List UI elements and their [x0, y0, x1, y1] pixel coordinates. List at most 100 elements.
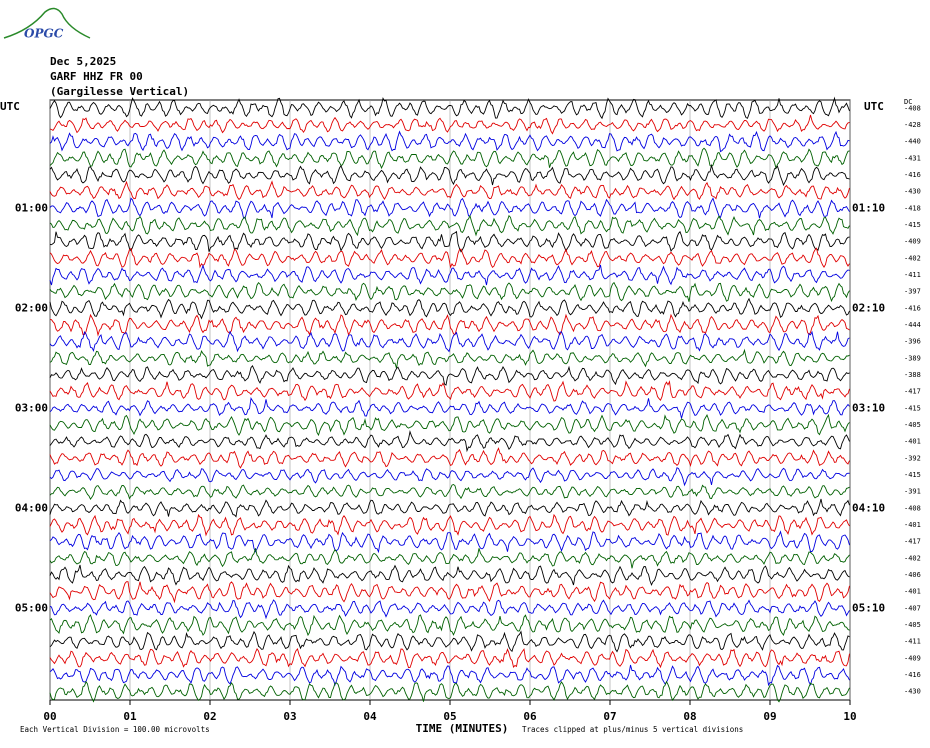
trace-waveform: [49, 96, 850, 120]
trace-waveform: [49, 313, 850, 337]
dc-offset: -411: [904, 271, 921, 279]
dc-offset: -416: [904, 304, 921, 312]
dc-offset: -415: [904, 471, 921, 479]
trace-waveform: [49, 530, 850, 554]
dc-offset: -409: [904, 654, 921, 662]
dc-offset: -408: [904, 104, 921, 112]
trace-waveform: [49, 330, 850, 353]
left-time-label: 05:00: [15, 601, 48, 614]
dc-offset: -416: [904, 671, 921, 679]
trace-waveform: [49, 297, 850, 320]
x-tick-label: 06: [523, 710, 537, 723]
right-time-label: 03:10: [852, 401, 885, 414]
dc-offset: -405: [904, 621, 921, 629]
logo-text: OPGC: [24, 27, 64, 41]
dc-offset: -417: [904, 388, 921, 396]
trace-waveform: [49, 281, 850, 303]
dc-offset: -397: [904, 288, 921, 296]
logo: OPGC: [3, 7, 91, 41]
trace-waveform: [49, 467, 850, 487]
dc-offset: -409: [904, 238, 921, 246]
dc-offset: -411: [904, 638, 921, 646]
x-tick-label: 07: [603, 710, 616, 723]
x-tick-label: 04: [363, 710, 377, 723]
trace-waveform: [49, 230, 850, 253]
left-time-label: 01:00: [15, 201, 48, 214]
right-time-label: 04:10: [852, 501, 885, 514]
trace-waveform: [49, 247, 850, 269]
dc-offset: -444: [904, 321, 921, 329]
right-time-label: 01:10: [852, 201, 885, 214]
dc-offset: -407: [904, 604, 921, 612]
dc-offset: -428: [904, 121, 921, 129]
trace-waveform: [49, 114, 850, 135]
right-time-label: 02:10: [852, 301, 885, 314]
left-time-label: 03:00: [15, 401, 48, 414]
dc-offset: -406: [904, 571, 921, 579]
left-title: UTC: [0, 100, 20, 113]
trace-waveform: [49, 147, 850, 170]
trace-waveform: [49, 483, 850, 500]
trace-waveform: [49, 130, 850, 153]
dc-offset: -388: [904, 371, 921, 379]
dc-offset: -415: [904, 404, 921, 412]
trace-waveform: [49, 180, 850, 201]
station: GARF HHZ FR 00: [50, 70, 143, 83]
trace-waveform: [49, 380, 850, 402]
division-note: Each Vertical Division = 100.00 microvol…: [20, 725, 210, 734]
trace-waveform: [49, 413, 850, 437]
trace-waveform: [49, 364, 850, 386]
trace-waveform: [49, 163, 850, 187]
x-tick-label: 03: [283, 710, 296, 723]
dc-offset: -405: [904, 421, 921, 429]
dc-offset: -430: [904, 188, 921, 196]
dc-offset: -430: [904, 688, 921, 696]
dc-offset: -391: [904, 488, 921, 496]
left-time-label: 04:00: [15, 501, 48, 514]
left-time-label: 02:00: [15, 301, 48, 314]
dc-offset: -392: [904, 454, 921, 462]
x-tick-label: 09: [763, 710, 776, 723]
trace-waveform: [49, 397, 850, 419]
dc-offset: -401: [904, 438, 921, 446]
trace-waveform: [49, 599, 850, 620]
trace-waveform: [49, 630, 850, 653]
dc-offset: -408: [904, 504, 921, 512]
x-tick-label: 10: [843, 710, 856, 723]
date: Dec 5,2025: [50, 55, 116, 68]
dc-offset: -401: [904, 588, 921, 596]
trace-waveform: [49, 647, 850, 669]
trace-waveform: [49, 513, 850, 537]
trace-waveform: [49, 664, 850, 687]
trace-waveform: [49, 348, 850, 369]
dc-offset: -417: [904, 538, 921, 546]
trace-waveform: [49, 447, 850, 469]
trace-waveform: [49, 430, 850, 453]
right-time-label: 05:10: [852, 601, 885, 614]
trace-waveform: [49, 680, 850, 703]
x-tick-label: 05: [443, 710, 456, 723]
x-tick-label: 02: [203, 710, 216, 723]
x-tick-label: 08: [683, 710, 696, 723]
location: (Gargilesse Vertical): [50, 85, 189, 98]
dc-offset: -396: [904, 338, 921, 346]
dc-offset: -431: [904, 154, 921, 162]
dc-offset: -401: [904, 521, 921, 529]
dc-offset: -416: [904, 171, 921, 179]
trace-waveform: [49, 197, 850, 219]
dc-offset: -415: [904, 221, 921, 229]
trace-waveform: [49, 614, 850, 637]
dc-offset: -440: [904, 138, 921, 146]
clipping-note: Traces clipped at plus/minus 5 vertical …: [522, 725, 743, 734]
trace-waveform: [49, 498, 850, 518]
trace-waveform: [49, 581, 850, 604]
x-axis-title: TIME (MINUTES): [416, 722, 509, 735]
trace-waveform: [49, 214, 850, 237]
x-tick-label: 01: [123, 710, 137, 723]
offset-title: DC: [904, 98, 912, 106]
right-title: UTC: [864, 100, 884, 113]
trace-waveform: [49, 264, 850, 286]
trace-waveform: [49, 548, 850, 569]
trace-waveform: [49, 564, 850, 586]
